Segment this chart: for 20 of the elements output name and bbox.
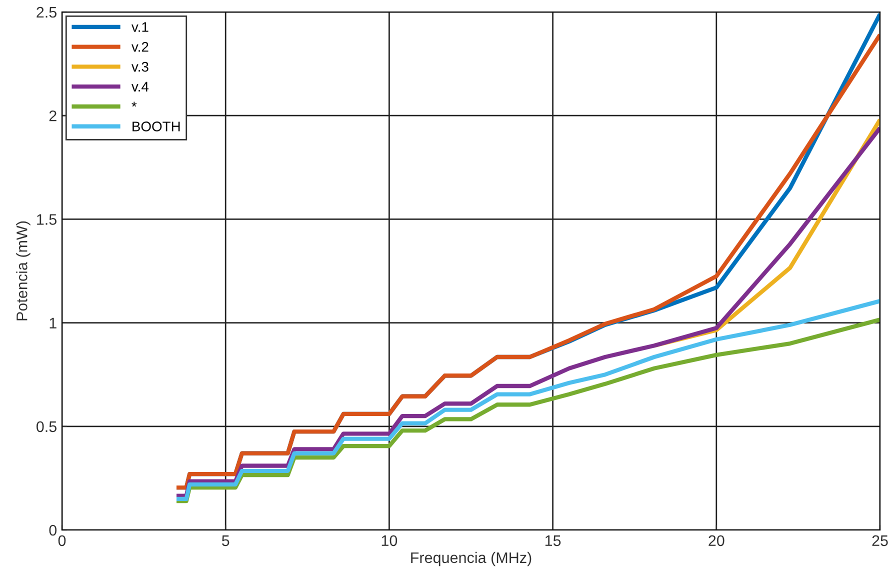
x-tick-label: 20 <box>708 535 724 546</box>
y-tick-label: 1 <box>50 318 56 328</box>
y-tick-label: 2 <box>49 110 56 122</box>
legend-label: * <box>132 102 137 107</box>
x-axis-title: Frequencia (MHz) <box>411 552 532 566</box>
y-tick-label: 0 <box>49 524 57 536</box>
y-axis-title: Potencia (mW) <box>16 221 30 320</box>
y-tick-label: 2.5 <box>36 6 56 18</box>
legend-label: v.3 <box>131 62 148 72</box>
x-tick-label: 15 <box>545 535 561 546</box>
y-tick-label: 0.5 <box>36 421 56 432</box>
x-tick-label: 5 <box>222 535 230 546</box>
legend-label: BOOTH <box>132 122 180 132</box>
legend-label: v.1 <box>131 22 148 32</box>
x-tick-label: 25 <box>872 535 888 546</box>
y-tick-label: 1.5 <box>37 214 56 225</box>
legend-label: v.4 <box>131 82 149 92</box>
legend-label: v.2 <box>131 42 148 52</box>
x-tick-label: 10 <box>382 535 398 546</box>
x-tick-label: 0 <box>58 535 66 546</box>
